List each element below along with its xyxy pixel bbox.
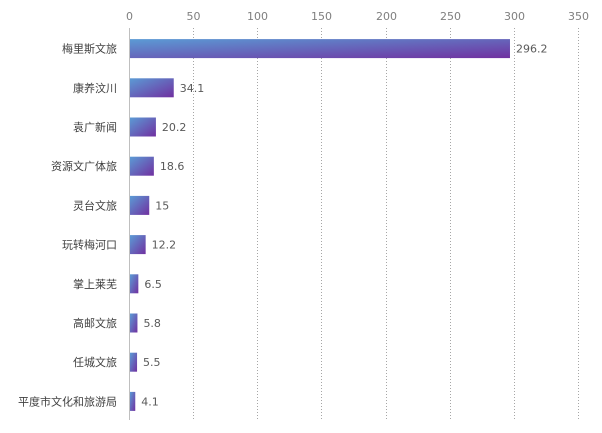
data-label: 5.5 (143, 356, 161, 369)
data-label: 34.1 (180, 82, 205, 95)
bars (130, 39, 510, 411)
bar (130, 117, 156, 137)
x-tick-label: 50 (187, 10, 201, 23)
x-tick-label: 100 (247, 10, 268, 23)
x-tick-label: 0 (126, 10, 133, 23)
x-tick-label: 200 (376, 10, 397, 23)
bar (130, 391, 136, 411)
data-label: 4.1 (141, 395, 159, 408)
category-label: 平度市文化和旅游局 (18, 394, 117, 408)
category-label: 梅里斯文旅 (62, 42, 117, 56)
bar (130, 195, 150, 215)
data-label: 12.2 (152, 239, 177, 252)
category-label: 任城文旅 (73, 355, 117, 369)
bar (130, 313, 138, 333)
category-label: 袁广新闻 (73, 120, 117, 134)
data-label: 5.8 (143, 317, 161, 330)
data-labels: 296.2 34.1 20.2 18.6 15 12.2 6.5 5.8 5.5 4.1 (141, 43, 547, 409)
gridlines (129, 28, 579, 420)
x-tick-label: 350 (568, 10, 589, 23)
bar (130, 352, 138, 372)
category-labels: 梅里斯文旅康养汶川袁广新闻资源文广体旅灵台文旅玩转梅河口掌上莱芜高邮文旅任城文旅… (18, 42, 117, 409)
bar (130, 274, 139, 294)
bar (130, 78, 174, 98)
category-label: 灵台文旅 (73, 198, 117, 212)
bar (130, 235, 146, 255)
x-tick-label: 300 (504, 10, 525, 23)
data-label: 296.2 (516, 43, 548, 56)
data-label: 18.6 (160, 160, 185, 173)
data-label: 20.2 (162, 121, 187, 134)
x-tick-label: 150 (311, 10, 332, 23)
category-label: 玩转梅河口 (62, 238, 117, 252)
bar (130, 39, 510, 59)
category-label: 资源文广体旅 (51, 159, 117, 173)
x-tick-label: 250 (440, 10, 461, 23)
category-label: 高邮文旅 (73, 316, 117, 330)
category-label: 掌上莱芜 (73, 277, 117, 291)
category-label: 康养汶川 (73, 81, 117, 95)
data-label: 15 (155, 199, 169, 212)
data-label: 6.5 (144, 278, 162, 291)
bar (130, 156, 154, 176)
x-axis-tick-labels: 0 50 100 150 200 250 300 350 (126, 10, 589, 23)
